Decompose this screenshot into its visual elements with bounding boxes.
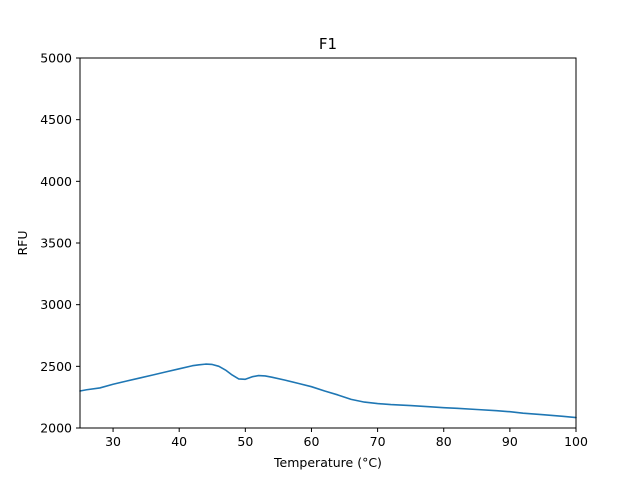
x-tick-label: 30 (105, 434, 121, 449)
x-tick-label: 40 (171, 434, 187, 449)
y-tick-label: 2500 (40, 359, 72, 374)
plot-frame (79, 57, 577, 429)
y-tick-label: 4500 (40, 112, 72, 127)
y-axis-label: RFU (15, 230, 30, 255)
x-axis-ticks: 30 40 50 60 70 80 90 100 (105, 428, 588, 449)
chart-title: F1 (319, 35, 337, 53)
y-tick-label: 4000 (40, 174, 72, 189)
x-tick-label: 50 (237, 434, 253, 449)
y-tick-label: 5000 (40, 51, 72, 66)
x-tick-label: 60 (304, 434, 320, 449)
x-tick-label: 90 (502, 434, 518, 449)
y-tick-label: 3500 (40, 236, 72, 251)
x-axis-label: Temperature (°C) (273, 455, 382, 470)
x-tick-label: 70 (370, 434, 386, 449)
x-tick-label: 80 (436, 434, 452, 449)
y-axis-ticks: 2000 2500 3000 3500 4000 4500 5000 (40, 51, 80, 436)
y-tick-label: 3000 (40, 297, 72, 312)
x-tick-label: 100 (564, 434, 588, 449)
y-tick-label: 2000 (40, 421, 72, 436)
series-line (79, 363, 577, 419)
series-layer (79, 363, 577, 419)
